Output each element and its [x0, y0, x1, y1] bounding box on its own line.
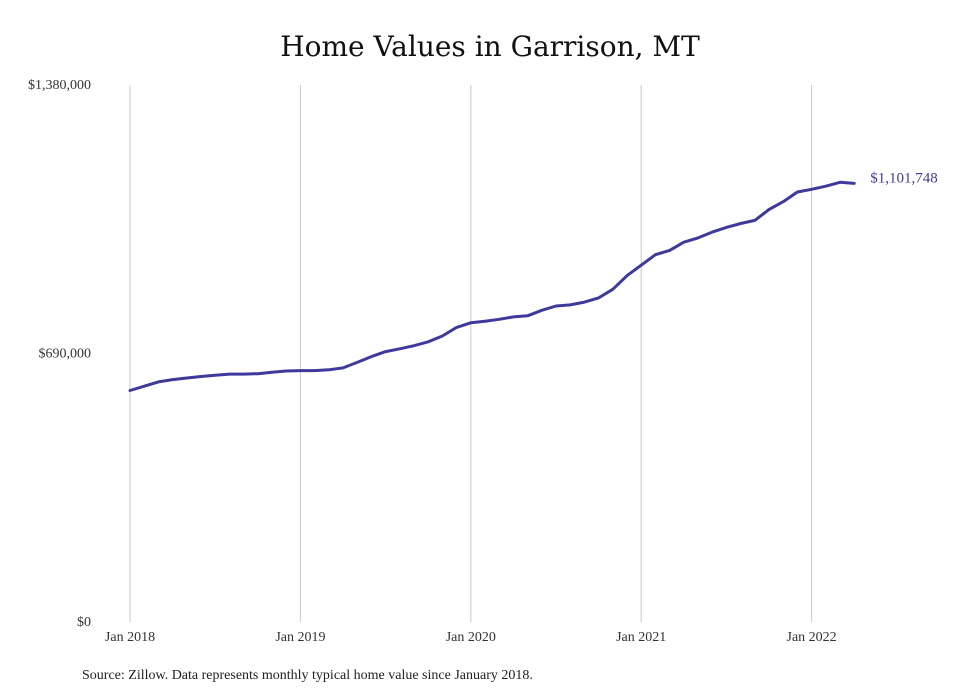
grid-lines	[129, 85, 813, 622]
series-line-0	[128, 180, 856, 392]
end-value-label: $1,101,748	[870, 170, 938, 186]
x-tick-label: Jan 2018	[105, 630, 155, 645]
x-tick-label: Jan 2019	[275, 630, 325, 645]
x-axis-ticks: Jan 2018 Jan 2019 Jan 2020 Jan 2021 Jan 2022	[105, 630, 837, 645]
x-tick-label: Jan 2022	[787, 630, 837, 645]
y-tick-label: $690,000	[39, 347, 92, 362]
line-chart: $0$690,000$1,380,000 Jan 2018 Jan 2019 Jan…	[28, 78, 938, 645]
y-axis-ticks: $0 $690,000 $1,380,000	[28, 78, 91, 630]
series-layer	[128, 180, 856, 392]
y-tick-label: $1,380,000	[28, 78, 91, 93]
source-note: Source: Zillow. Data represents monthly …	[82, 668, 533, 683]
x-tick-label: Jan 2020	[446, 630, 496, 645]
label-layer: $1,101,748	[870, 170, 938, 186]
x-tick-label: Jan 2021	[616, 630, 666, 645]
chart-title: Home Values in Garrison, MT	[280, 30, 700, 63]
y-tick-label: $0	[77, 615, 91, 630]
